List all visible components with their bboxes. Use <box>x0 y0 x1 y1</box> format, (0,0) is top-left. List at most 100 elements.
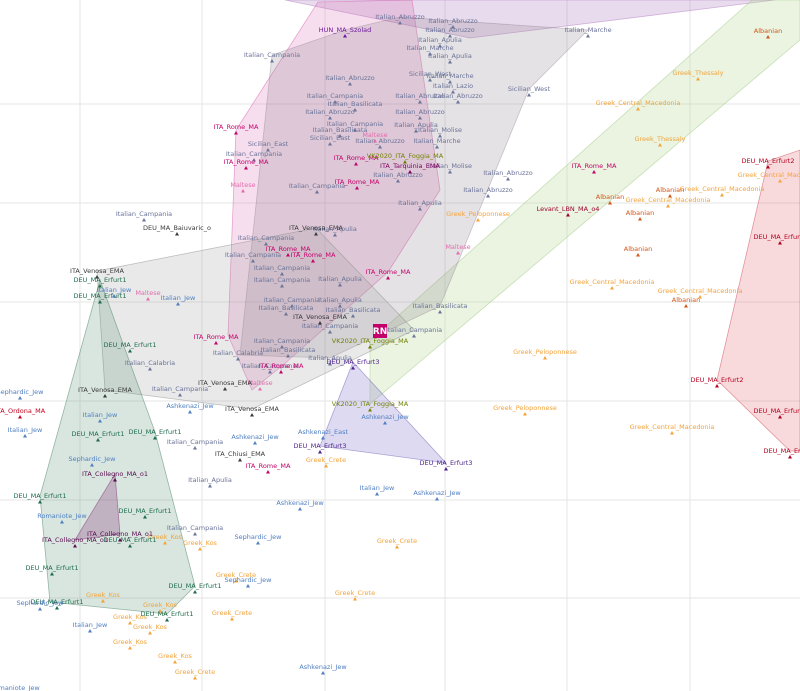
point-marker <box>286 253 290 257</box>
point-label: Albanian <box>672 296 700 304</box>
point-label: DEU_MA_Baiuvaric_o <box>143 224 211 232</box>
point-marker <box>266 470 270 474</box>
point-marker <box>778 415 782 419</box>
point-label: Italian_Basilicata <box>413 302 468 310</box>
point-label: Greek_Peloponnese <box>513 348 577 356</box>
point-marker <box>103 394 107 398</box>
point-marker <box>256 541 260 545</box>
point-label: Italian_Campania <box>386 326 442 334</box>
point-marker <box>448 80 452 84</box>
point-label: Ashkenazi_Jew <box>276 499 324 507</box>
point-marker <box>266 148 270 152</box>
point-label: Italian_Apulia <box>394 121 438 129</box>
point-marker <box>223 387 227 391</box>
point-marker <box>355 186 359 190</box>
point-marker <box>23 434 27 438</box>
point-marker <box>112 294 116 298</box>
point-label: Greek_Kos <box>113 613 147 621</box>
point-label: Italian_Campania <box>327 120 383 128</box>
point-marker <box>338 304 342 308</box>
point-marker <box>128 544 132 548</box>
point-label: Albanian <box>754 27 782 35</box>
point-label: Sicilian_West <box>508 85 551 93</box>
point-label: Italian_Marche <box>406 44 453 52</box>
point-label: Italian_Abruzzo <box>483 169 533 177</box>
point-label: Italian_Jew <box>360 484 395 492</box>
point-marker <box>333 233 337 237</box>
point-label: ITA_Rome_MA <box>334 154 379 162</box>
point-label: ITA_Venosa_EMA <box>78 386 132 394</box>
point-label: Italian_Molise <box>418 126 462 134</box>
point-marker <box>96 438 100 442</box>
point-label: Italian_Campania <box>167 438 223 446</box>
point-marker <box>193 590 197 594</box>
point-label: Italian_Calabria <box>213 349 263 357</box>
point-label: Sephardic_Jew <box>17 599 65 607</box>
point-marker <box>368 408 372 412</box>
point-marker <box>438 310 442 314</box>
point-label: ITA_Venosa_EMA <box>289 224 343 232</box>
point-label: Greek_Crete <box>212 609 252 617</box>
point-marker <box>788 455 792 459</box>
point-label: Italian_Calabria <box>125 359 175 367</box>
point-marker <box>418 207 422 211</box>
point-marker <box>368 345 372 349</box>
point-label: ITA_Venosa_EMA <box>225 405 279 413</box>
point-marker <box>198 547 202 551</box>
point-marker <box>403 160 407 164</box>
point-marker <box>264 242 268 246</box>
point-marker <box>176 302 180 306</box>
point-label: ITA_Rome_MA <box>214 123 259 131</box>
point-marker <box>395 545 399 549</box>
point-label: DEU_MA_Erfurt1 <box>104 341 157 349</box>
point-label: Italian_Abruzzo <box>355 137 405 145</box>
point-label: Greek_Central_Macedonia <box>630 423 715 431</box>
point-label: Levant_LBN_MA_o4 <box>537 205 600 213</box>
point-label: Italian_Campania <box>116 210 172 218</box>
point-marker <box>279 370 283 374</box>
point-label: Italian_Campania <box>289 182 345 190</box>
point-marker <box>412 334 416 338</box>
hulls <box>39 0 800 615</box>
point-label: Italian_Abruzzo <box>395 108 445 116</box>
point-label: DEU_MA_Erfurt2 <box>764 447 800 455</box>
hull <box>369 0 800 405</box>
point-label: DEU_MA_Erfurt3 <box>327 358 380 366</box>
point-marker <box>696 77 700 81</box>
point-label: Romaniote_Jew <box>37 512 87 520</box>
point-marker <box>720 193 724 197</box>
point-marker <box>193 446 197 450</box>
point-marker <box>343 34 347 38</box>
point-label: Ashkenazi_Jew <box>361 413 409 421</box>
point-label: Greek_Central_Macedonia <box>626 196 711 204</box>
point-marker <box>353 128 357 132</box>
point-label: ITA_Rome_MA <box>194 333 239 341</box>
point-label: Italian_Abruzzo <box>428 17 478 25</box>
point-label: Italian_Abruzzo <box>433 92 483 100</box>
point-marker <box>778 179 782 183</box>
point-label: Greek_Crete <box>175 668 215 676</box>
point-marker <box>378 145 382 149</box>
point-label: ITA_Rome_MA <box>366 268 411 276</box>
point-label: Italian_Abruzzo <box>373 171 423 179</box>
point-marker <box>448 170 452 174</box>
point-label: Italian_Campania <box>238 234 294 242</box>
point-marker <box>38 607 42 611</box>
point-label: Greek_Central_Macedonia <box>596 99 681 107</box>
point-marker <box>236 357 240 361</box>
hull <box>227 0 441 391</box>
point-marker <box>321 436 325 440</box>
point-marker <box>324 464 328 468</box>
point-label: Italian_Campania <box>152 385 208 393</box>
point-label: Italian_Apulia <box>398 199 442 207</box>
point-label: DEU_MA_Erfurt1 <box>119 507 172 515</box>
point-marker <box>448 60 452 64</box>
point-marker <box>234 131 238 135</box>
point-marker <box>311 259 315 263</box>
point-marker <box>438 44 442 48</box>
point-label: DEU_MA_Erfurt1 <box>129 428 182 436</box>
point-marker <box>451 90 455 94</box>
point-label: Maltese <box>362 131 387 139</box>
point-label: Maltese <box>230 181 255 189</box>
point-label: HUN_MA_Szolad <box>319 26 372 34</box>
